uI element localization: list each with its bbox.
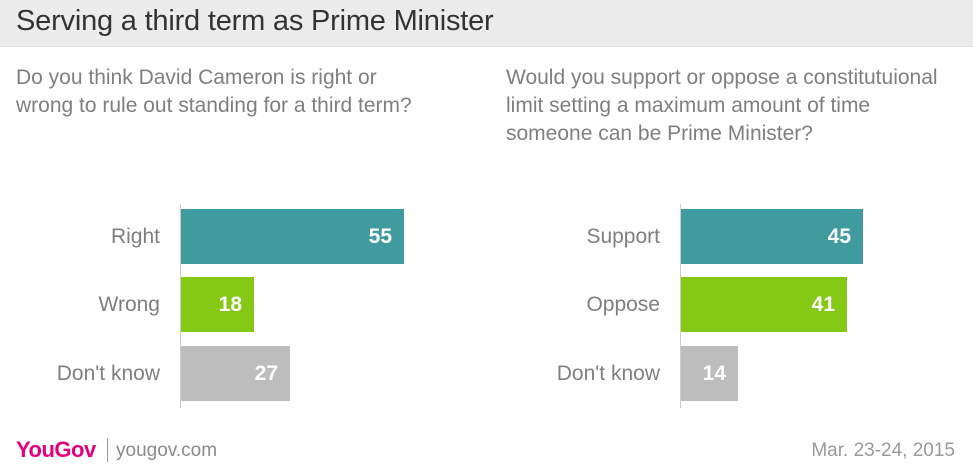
- title-bar: Serving a third term as Prime Minister: [0, 0, 973, 47]
- question-right: Would you support or oppose a constitutu…: [506, 66, 938, 145]
- category-label: Oppose: [586, 293, 660, 316]
- bar-axis-line: [180, 204, 181, 408]
- bar-value-label: 41: [811, 293, 835, 316]
- category-label: Don't know: [556, 362, 660, 385]
- bar: 18: [181, 277, 254, 332]
- page-title: Serving a third term as Prime Minister: [16, 5, 494, 37]
- footer-divider: [107, 438, 108, 462]
- bar-value-label: 27: [254, 362, 278, 385]
- footer-date: Mar. 23-24, 2015: [811, 440, 955, 461]
- bar: 14: [681, 346, 738, 401]
- yougov-logo: YouGov: [16, 437, 96, 462]
- bar-value-label: 45: [827, 225, 851, 248]
- question-left: Do you think David Cameron is right or w…: [16, 66, 412, 117]
- category-label: Support: [586, 225, 660, 248]
- bar-value-label: 55: [368, 225, 392, 248]
- category-label: Right: [110, 225, 160, 248]
- bar-axis-line: [680, 204, 681, 408]
- bar-value-label: 18: [218, 293, 242, 316]
- bar: 55: [181, 209, 404, 264]
- bar: 27: [181, 346, 290, 401]
- bar: 41: [681, 277, 847, 332]
- category-label: Wrong: [98, 293, 160, 316]
- footer-site: yougov.com: [116, 440, 218, 461]
- bar-value-label: 14: [702, 362, 726, 385]
- category-label: Don't know: [56, 362, 160, 385]
- bar: 45: [681, 209, 863, 264]
